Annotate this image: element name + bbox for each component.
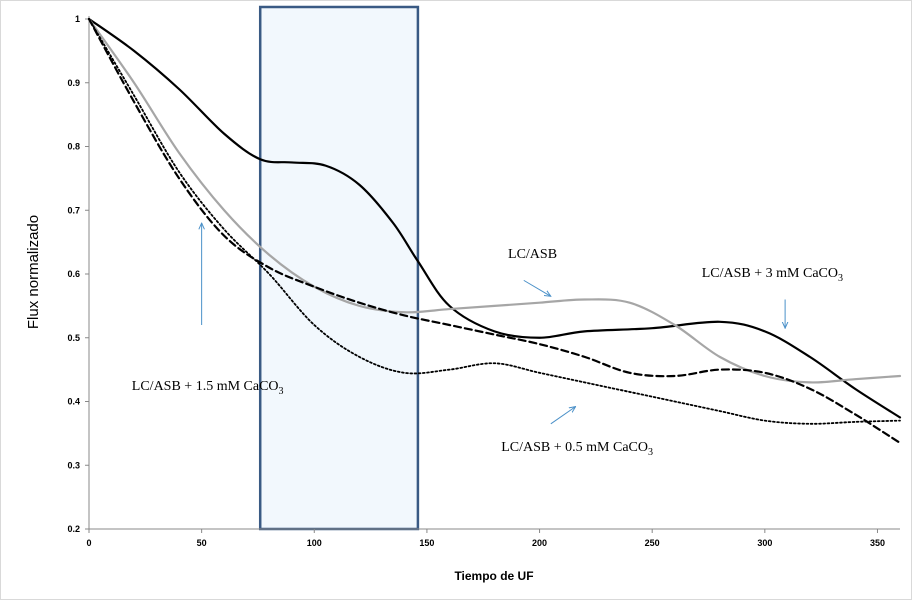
series-line-solid-black <box>87 17 902 419</box>
x-tick-label: 0 <box>86 538 91 548</box>
x-tick-label: 350 <box>870 538 885 548</box>
y-tick-label: 1 <box>75 14 80 24</box>
y-tick-label: 0.7 <box>67 205 80 215</box>
y-axis-title: Flux normalizado <box>25 215 42 329</box>
annotation-arrow-lc-asb-0-5mm <box>550 407 576 425</box>
y-tick-label: 0.5 <box>67 333 80 343</box>
x-axis-title: Tiempo de UF <box>454 569 533 583</box>
y-tick-label: 0.8 <box>67 142 80 152</box>
series-line-dashed-black <box>87 17 902 445</box>
annotation-lc-asb-3mm: LC/ASB + 3 mM CaCO3 <box>702 266 843 284</box>
series-line-solid-gray <box>87 17 902 384</box>
y-tick-label: 0.2 <box>67 524 80 534</box>
y-tick-label: 0.3 <box>67 460 80 470</box>
series-line-dotted-black <box>88 18 901 425</box>
y-tick-label: 0.9 <box>67 78 80 88</box>
annotation-lc-asb: LC/ASB <box>508 247 557 262</box>
x-tick-label: 250 <box>645 538 660 548</box>
annotation-arrow-lc-asb <box>523 279 551 296</box>
y-tick-label: 0.4 <box>67 397 80 407</box>
y-tick-label: 0.6 <box>67 269 80 279</box>
x-tick-label: 150 <box>419 538 434 548</box>
annotation-lc-asb-1-5mm: LC/ASB + 1.5 mM CaCO3 <box>132 379 284 397</box>
x-tick-label: 300 <box>757 538 772 548</box>
x-tick-label: 200 <box>532 538 547 548</box>
annotation-lc-asb-0-5mm: LC/ASB + 0.5 mM CaCO3 <box>501 440 653 458</box>
x-tick-label: 50 <box>197 538 207 548</box>
x-tick-label: 100 <box>307 538 322 548</box>
